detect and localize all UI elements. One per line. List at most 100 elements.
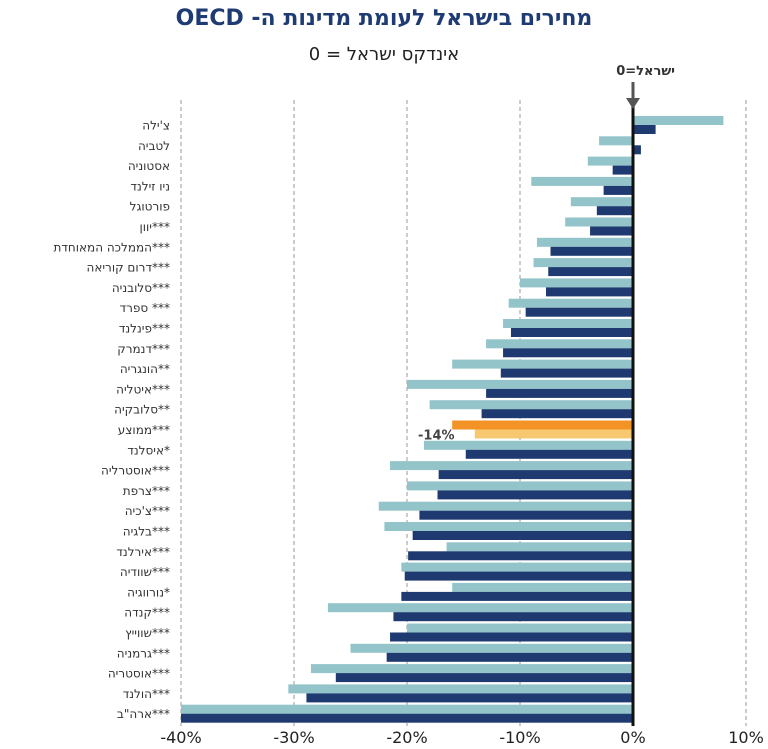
category-label-6: הממלכה המאוחדת*** xyxy=(53,240,170,254)
bar-23-s1 xyxy=(401,591,633,601)
category-label-20: בלגיה*** xyxy=(123,525,170,539)
x-tick-2: -20% xyxy=(386,728,427,747)
category-label-3: ניו זילנד xyxy=(130,179,170,193)
bar-0-s0 xyxy=(633,116,724,125)
bar-6-s0 xyxy=(536,237,633,247)
category-label-13: איטליה*** xyxy=(116,382,170,396)
category-label-21: אירלנד*** xyxy=(116,545,170,559)
bar-16-s0 xyxy=(423,440,633,450)
bar-7-s1 xyxy=(548,267,633,277)
category-label-0: צ'ילה xyxy=(142,119,170,133)
bar-10-s1 xyxy=(510,328,633,337)
bar-4-s1 xyxy=(596,206,633,216)
average-data-label: -14% xyxy=(418,429,455,444)
chart-title: מחירים בישראל לעומת מדינות ה- OECD xyxy=(175,6,593,31)
category-label-19: צ'כיה*** xyxy=(125,504,170,518)
bar-29-s1 xyxy=(181,713,633,723)
category-label-12: הונגריה** xyxy=(120,362,170,376)
x-tick-4: 0% xyxy=(620,728,645,747)
bar-4-s0 xyxy=(570,197,633,207)
bar-12-s1 xyxy=(500,368,633,378)
category-label-23: נורווגיה* xyxy=(127,585,170,599)
category-label-5: יוון*** xyxy=(140,220,171,234)
category-label-1: לטביה xyxy=(138,139,170,153)
bar-26-s0 xyxy=(350,643,633,653)
category-label-15: ממוצע*** xyxy=(118,423,170,437)
category-label-16: איסלנד* xyxy=(127,443,170,457)
x-tick-3: -10% xyxy=(499,728,540,747)
category-label-28: הולנד*** xyxy=(123,687,170,701)
category-label-11: דנמרק*** xyxy=(117,342,170,356)
bar-25-s0 xyxy=(407,623,633,633)
category-label-14: סלובקיה** xyxy=(114,403,170,417)
x-tick-1: -30% xyxy=(273,728,314,747)
category-label-27: אוסטריה*** xyxy=(108,667,170,681)
bar-17-s0 xyxy=(390,461,633,471)
category-label-26: גרמניה*** xyxy=(117,646,170,660)
category-label-4: פורטוגל xyxy=(130,200,170,214)
bar-14-s1 xyxy=(481,409,633,419)
category-label-24: קנדה*** xyxy=(124,606,170,620)
bar-18-s0 xyxy=(407,481,633,491)
bar-19-s0 xyxy=(378,501,633,511)
bar-15-s0 xyxy=(452,420,633,430)
bar-12-s0 xyxy=(452,359,633,369)
bar-8-s1 xyxy=(545,287,633,297)
bar-18-s1 xyxy=(437,490,633,500)
bar-7-s0 xyxy=(533,258,633,268)
bar-25-s1 xyxy=(390,632,633,642)
bar-22-s1 xyxy=(404,571,633,581)
bar-21-s1 xyxy=(408,551,633,561)
bar-3-s1 xyxy=(603,185,633,195)
x-tick-0: -40% xyxy=(160,728,201,747)
bar-21-s0 xyxy=(446,542,633,552)
bar-2-s1 xyxy=(612,165,633,175)
bar-11-s1 xyxy=(503,348,633,358)
category-label-22: שוודיה*** xyxy=(120,565,170,579)
bar-27-s0 xyxy=(310,664,633,674)
category-label-10: פינלנד*** xyxy=(119,322,170,336)
bar-20-s1 xyxy=(412,531,633,540)
bar-26-s1 xyxy=(386,652,633,662)
category-label-9: ספרד *** xyxy=(120,301,170,315)
bar-13-s1 xyxy=(486,388,633,398)
x-tick-5: 10% xyxy=(728,728,764,747)
bar-6-s1 xyxy=(550,246,633,256)
bar-5-s1 xyxy=(590,226,633,236)
bar-29-s0 xyxy=(181,704,633,714)
israel-annotation: ישראל=0 xyxy=(616,64,675,79)
bar-2-s0 xyxy=(587,156,633,166)
bar-14-s0 xyxy=(429,400,633,410)
bar-23-s0 xyxy=(452,582,633,592)
bar-9-s1 xyxy=(525,307,633,317)
bar-17-s1 xyxy=(438,470,633,480)
bar-27-s1 xyxy=(335,673,633,683)
bar-19-s1 xyxy=(419,510,633,520)
bar-5-s0 xyxy=(565,217,633,227)
category-label-29: ארה"ב*** xyxy=(117,707,170,721)
bar-10-s0 xyxy=(503,319,633,328)
bar-22-s0 xyxy=(401,562,633,572)
category-label-7: דרום קוריאה*** xyxy=(87,261,170,275)
bar-1-s1 xyxy=(633,145,641,155)
bar-1-s0 xyxy=(599,136,633,146)
category-label-17: אוסטרליה*** xyxy=(101,464,170,478)
category-label-25: שווייץ*** xyxy=(125,626,170,640)
bar-28-s1 xyxy=(306,693,633,703)
bar-11-s0 xyxy=(486,339,633,349)
bar-8-s0 xyxy=(520,278,633,288)
category-label-18: צרפת*** xyxy=(123,484,170,498)
bar-3-s0 xyxy=(531,176,633,186)
bar-13-s0 xyxy=(407,379,633,389)
category-label-8: סלובניה*** xyxy=(112,281,170,295)
bar-16-s1 xyxy=(465,449,633,459)
bar-20-s0 xyxy=(384,522,633,531)
bar-24-s0 xyxy=(327,603,633,613)
bar-9-s0 xyxy=(508,298,633,308)
category-label-2: אסטוניה xyxy=(128,159,170,173)
bar-28-s0 xyxy=(288,684,633,694)
bar-24-s1 xyxy=(393,612,633,622)
israel-arrow-head xyxy=(626,98,640,109)
chart-subtitle: אינדקס ישראל = 0 xyxy=(308,44,460,65)
